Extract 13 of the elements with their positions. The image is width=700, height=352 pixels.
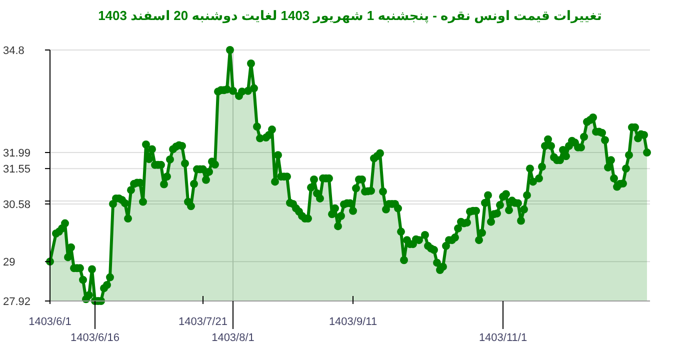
y-tick-label: 30.58: [3, 198, 31, 211]
x-tick-label: 1403/11/1: [478, 332, 528, 344]
x-tick-label: 1403/8/1: [212, 332, 254, 344]
y-tick-label: 27.92: [3, 296, 31, 308]
y-tick-label: 34.8: [3, 45, 24, 57]
y-tick-label: 31.55: [3, 164, 31, 176]
x-tick-label: 1403/6/1: [28, 316, 72, 328]
y-tick-label: 29: [3, 256, 16, 269]
y-tick-label: 31.99: [3, 148, 31, 160]
x-tick-label: 1403/6/16: [70, 332, 120, 344]
x-tick-label: 1403/9/11: [328, 316, 378, 328]
x-tick-label: 1403/7/21: [178, 316, 228, 328]
chart-title: تغییرات قیمت اونس نقره - پنجشنبه 1 شهریور 1403 لغایت دوشنبه 20 اسفند 1403: [98, 8, 602, 24]
